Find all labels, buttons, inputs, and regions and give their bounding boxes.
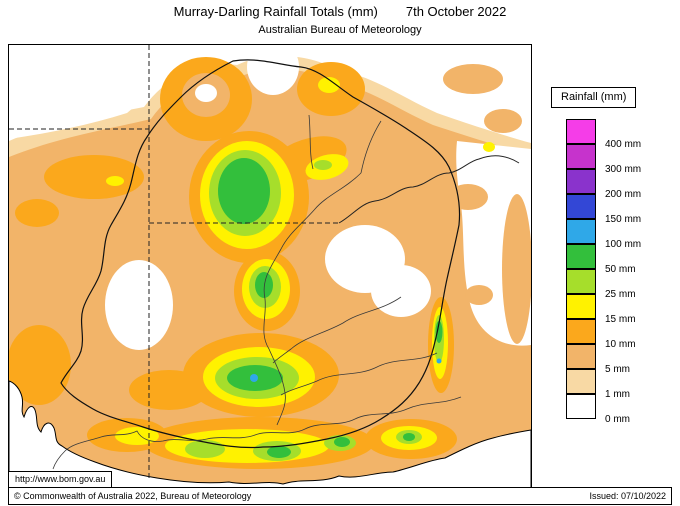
rain-shape bbox=[334, 437, 350, 447]
legend-label: 50 mm bbox=[605, 264, 636, 275]
rivers bbox=[52, 114, 462, 470]
rain-shape bbox=[195, 84, 217, 102]
rain-shape bbox=[105, 260, 173, 350]
rain-shape bbox=[106, 176, 124, 186]
legend-label: 200 mm bbox=[605, 189, 642, 200]
legend-label: 1 mm bbox=[605, 389, 630, 400]
issued-text: Issued: 07/10/2022 bbox=[589, 491, 666, 501]
rain-shape bbox=[465, 285, 493, 305]
river-upper-tributary bbox=[308, 114, 314, 170]
legend-swatch bbox=[566, 219, 596, 244]
rain-shape bbox=[443, 64, 503, 94]
legend-swatch bbox=[566, 194, 596, 219]
rain-shape bbox=[255, 272, 273, 298]
legend-label: 0 mm bbox=[605, 414, 630, 425]
rain-shape bbox=[436, 358, 442, 364]
legend-row: 5 mm bbox=[566, 344, 641, 375]
rain-shape bbox=[483, 142, 495, 152]
legend-label: 400 mm bbox=[605, 139, 642, 150]
legend-swatch bbox=[566, 344, 596, 369]
bom-url: http://www.bom.gov.au bbox=[8, 471, 113, 488]
rain-shape bbox=[435, 321, 443, 343]
rain-shape bbox=[247, 45, 299, 95]
river-murray bbox=[52, 396, 462, 470]
rain-shape bbox=[250, 374, 258, 382]
legend-swatch bbox=[566, 144, 596, 169]
legend-row: 400 mm bbox=[566, 119, 641, 150]
legend-row: 50 mm bbox=[566, 244, 641, 275]
legend-swatch bbox=[566, 169, 596, 194]
legend-swatch bbox=[566, 119, 596, 144]
rain-shape bbox=[129, 370, 209, 410]
legend-label: 25 mm bbox=[605, 289, 636, 300]
title-text: Murray-Darling Rainfall Totals (mm) bbox=[173, 4, 378, 19]
legend-row: 200 mm bbox=[566, 169, 641, 200]
legend-row: 1 mm bbox=[566, 369, 641, 400]
legend-label: 300 mm bbox=[605, 164, 642, 175]
subtitle-org: Australian Bureau of Meteorology bbox=[258, 24, 422, 36]
legend-swatch bbox=[566, 369, 596, 394]
rain-shape bbox=[218, 158, 270, 224]
title-date: 7th October 2022 bbox=[405, 4, 507, 19]
legend-row: 0 mm bbox=[566, 394, 641, 425]
legend-row: 300 mm bbox=[566, 144, 641, 175]
rain-shape bbox=[15, 199, 59, 227]
legend-row: 10 mm bbox=[566, 319, 641, 350]
rainfall-map bbox=[8, 44, 532, 489]
copyright-text: © Commonwealth of Australia 2022, Bureau… bbox=[14, 491, 252, 501]
legend-label: 5 mm bbox=[605, 364, 630, 375]
rain-shape bbox=[403, 433, 415, 441]
rain-shape bbox=[371, 265, 431, 317]
legend-label: 15 mm bbox=[605, 314, 636, 325]
rain-shape bbox=[314, 160, 332, 170]
rain-shape bbox=[318, 77, 340, 93]
legend-label: 10 mm bbox=[605, 339, 636, 350]
map-svg bbox=[9, 45, 531, 488]
rain-shape bbox=[44, 155, 144, 199]
rain-shape bbox=[448, 184, 488, 210]
legend-swatch bbox=[566, 319, 596, 344]
rain-shape bbox=[9, 325, 71, 405]
state-borders-dashed bbox=[9, 45, 339, 479]
rain-shape bbox=[267, 446, 291, 458]
legend-title: Rainfall (mm) bbox=[551, 87, 637, 108]
legend-label: 150 mm bbox=[605, 214, 642, 225]
legend-row: 25 mm bbox=[566, 269, 641, 300]
legend-row: 15 mm bbox=[566, 294, 641, 325]
border-qld-nsw-east bbox=[338, 155, 520, 224]
river-upper-tributary bbox=[360, 120, 382, 174]
rain-shape bbox=[484, 109, 522, 133]
rain-region-5mm-patches bbox=[443, 64, 531, 344]
rain-shape bbox=[502, 194, 531, 344]
rain-shape bbox=[9, 45, 159, 139]
legend-swatch bbox=[566, 269, 596, 294]
legend-swatch bbox=[566, 394, 596, 419]
basin-boundary bbox=[60, 59, 461, 449]
legend-swatch bbox=[566, 294, 596, 319]
legend-scale: 400 mm 300 mm 200 mm 150 mm 100 mm 50 mm 25 mm… bbox=[566, 119, 641, 425]
legend-swatch bbox=[566, 244, 596, 269]
rain-region-100mm bbox=[250, 358, 442, 382]
river-murrumbidgee bbox=[280, 352, 438, 396]
legend-row: 100 mm bbox=[566, 219, 641, 250]
legend-label: 100 mm bbox=[605, 239, 642, 250]
legend-row: 150 mm bbox=[566, 194, 641, 225]
page-title: Murray-Darling Rainfall Totals (mm) 7th … bbox=[0, 4, 680, 19]
river-lachlan bbox=[272, 296, 402, 364]
footer-bar: © Commonwealth of Australia 2022, Bureau… bbox=[8, 487, 672, 505]
